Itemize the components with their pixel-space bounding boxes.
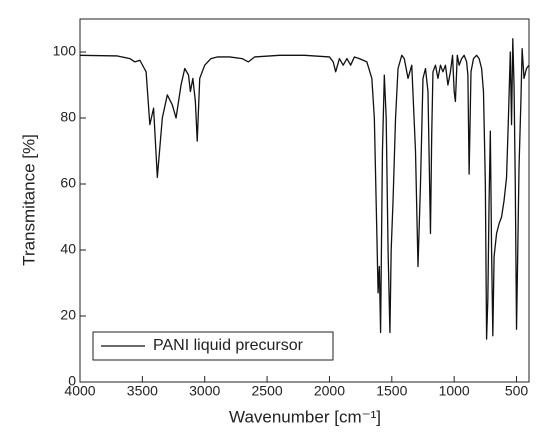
- y-tick-label: 60: [60, 175, 76, 191]
- x-tick-label: 3000: [189, 383, 220, 399]
- y-tick-label: 100: [53, 43, 77, 59]
- y-axis-title: Transmitance [%]: [19, 134, 38, 266]
- y-tick-label: 20: [60, 307, 76, 323]
- plot-frame: [79, 18, 530, 383]
- x-tick-label: 1000: [439, 383, 470, 399]
- y-tick-label: 80: [60, 109, 76, 125]
- x-tick-label: 1500: [376, 383, 407, 399]
- x-axis-title: Wavenumber [cm⁻¹]: [229, 407, 381, 426]
- x-tick-label: 3500: [127, 383, 158, 399]
- x-tick-label: 2500: [252, 383, 283, 399]
- y-tick-label: 0: [68, 373, 76, 389]
- spectrum-line: [79, 38, 530, 340]
- x-tick-label: 500: [505, 383, 529, 399]
- x-tick-label: 2000: [314, 383, 345, 399]
- legend-label: PANI liquid precursor: [153, 337, 304, 354]
- y-tick-label: 40: [60, 241, 76, 257]
- x-tick-label: 4000: [64, 383, 95, 399]
